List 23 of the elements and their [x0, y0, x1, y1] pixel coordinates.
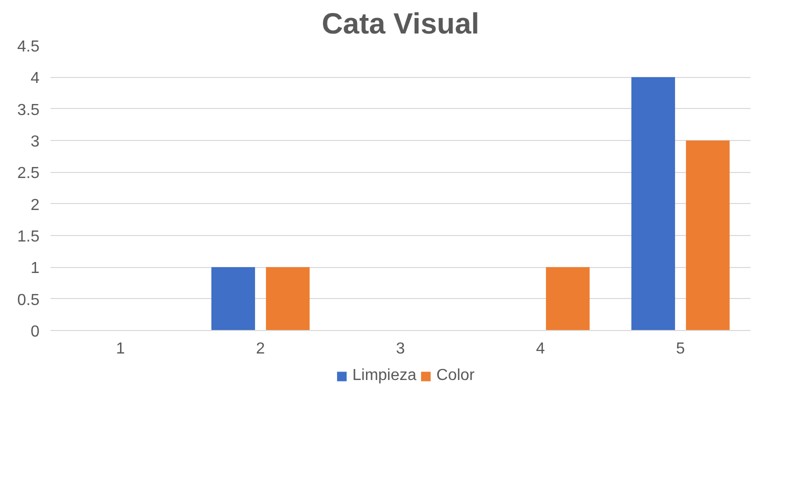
bar [211, 267, 256, 330]
x-tick-label: 1 [116, 340, 126, 358]
y-tick-label: 2.5 [17, 165, 40, 182]
x-tick-label: 2 [256, 340, 266, 358]
y-tick-label: 1.5 [17, 228, 40, 246]
x-tick-label: 4 [536, 340, 546, 358]
y-tick-label: 3 [30, 134, 40, 150]
y-tick-label: 1 [30, 260, 40, 278]
legend-label: Color [436, 367, 475, 385]
x-tick-label: 5 [676, 340, 686, 358]
bar [266, 267, 310, 330]
legend-label: Limpieza [352, 367, 416, 385]
y-tick-label: 2 [30, 196, 40, 214]
y-tick-label: 0.5 [17, 292, 40, 309]
chart-title: Cata Visual [322, 8, 480, 40]
bar [631, 77, 676, 330]
x-tick-label: 3 [396, 340, 406, 358]
y-tick-label: 4 [30, 70, 40, 88]
bar [686, 140, 730, 330]
y-tick-label: 4.5 [17, 38, 40, 56]
y-tick-label: 0 [30, 324, 40, 340]
y-tick-label: 3.5 [17, 102, 40, 119]
bar [546, 267, 590, 330]
